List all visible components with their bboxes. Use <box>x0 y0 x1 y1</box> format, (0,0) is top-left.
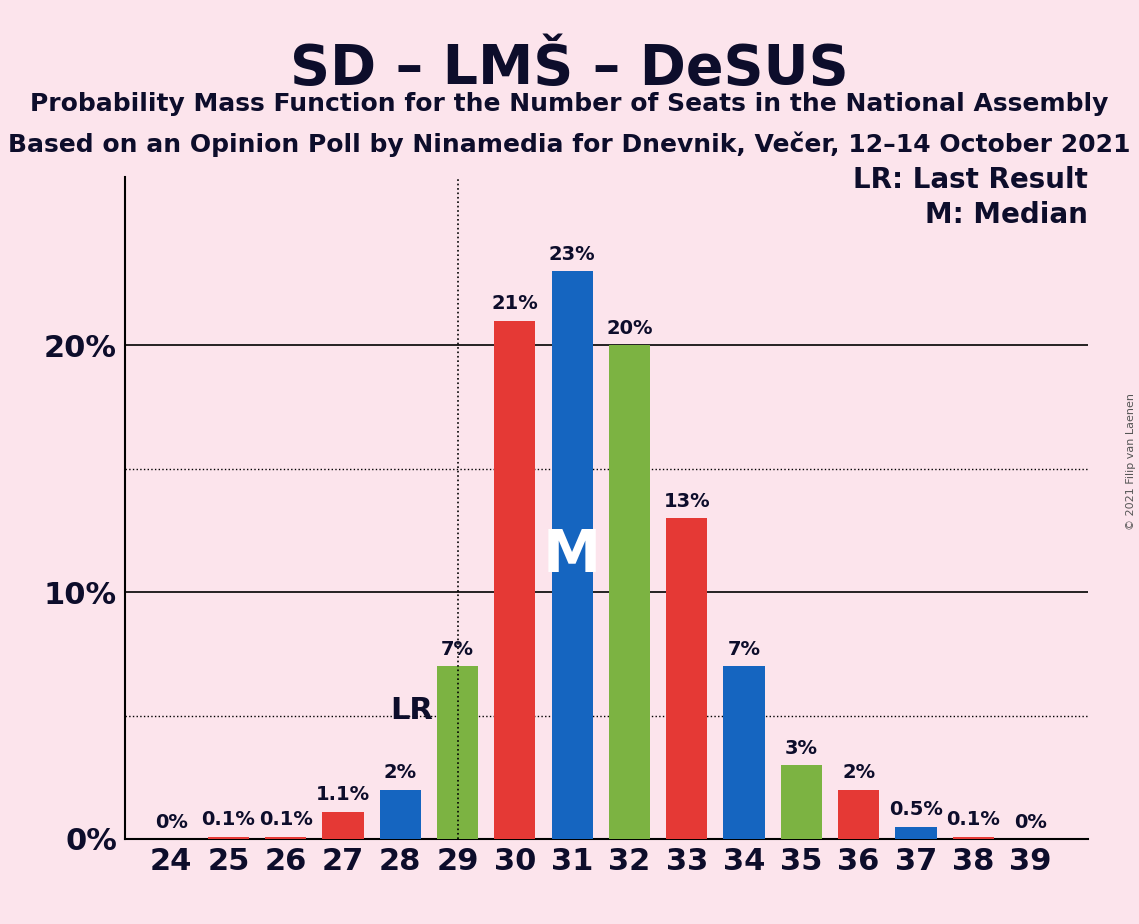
Text: 20%: 20% <box>606 319 653 338</box>
Text: 0.1%: 0.1% <box>202 810 255 829</box>
Text: 0.1%: 0.1% <box>947 810 1000 829</box>
Bar <box>666 518 707 839</box>
Bar <box>207 836 249 839</box>
Text: M: M <box>543 527 601 584</box>
Text: SD – LMŠ – DeSUS: SD – LMŠ – DeSUS <box>290 42 849 95</box>
Bar <box>895 827 936 839</box>
Text: Based on an Opinion Poll by Ninamedia for Dnevnik, Večer, 12–14 October 2021: Based on an Opinion Poll by Ninamedia fo… <box>8 131 1131 157</box>
Text: 0.1%: 0.1% <box>259 810 312 829</box>
Text: 23%: 23% <box>549 245 596 264</box>
Text: 3%: 3% <box>785 738 818 758</box>
Bar <box>322 812 363 839</box>
Text: 0%: 0% <box>1014 812 1047 832</box>
Bar <box>265 836 306 839</box>
Text: LR: LR <box>391 696 434 725</box>
Bar <box>723 666 764 839</box>
Bar <box>379 790 421 839</box>
Text: LR: Last Result: LR: Last Result <box>853 166 1088 194</box>
Text: 13%: 13% <box>663 492 710 511</box>
Text: 2%: 2% <box>384 763 417 783</box>
Text: 7%: 7% <box>728 639 761 659</box>
Text: Probability Mass Function for the Number of Seats in the National Assembly: Probability Mass Function for the Number… <box>31 92 1108 116</box>
Bar <box>494 321 535 839</box>
Text: M: Median: M: Median <box>925 201 1088 229</box>
Bar <box>838 790 879 839</box>
Text: 0.5%: 0.5% <box>888 800 943 820</box>
Text: 21%: 21% <box>492 294 539 313</box>
Text: 0%: 0% <box>155 812 188 832</box>
Text: © 2021 Filip van Laenen: © 2021 Filip van Laenen <box>1125 394 1136 530</box>
Bar <box>437 666 478 839</box>
Text: 1.1%: 1.1% <box>316 785 370 805</box>
Bar <box>780 765 822 839</box>
Bar <box>609 346 650 839</box>
Bar <box>551 272 592 839</box>
Text: 2%: 2% <box>842 763 875 783</box>
Bar <box>952 836 994 839</box>
Text: 7%: 7% <box>441 639 474 659</box>
